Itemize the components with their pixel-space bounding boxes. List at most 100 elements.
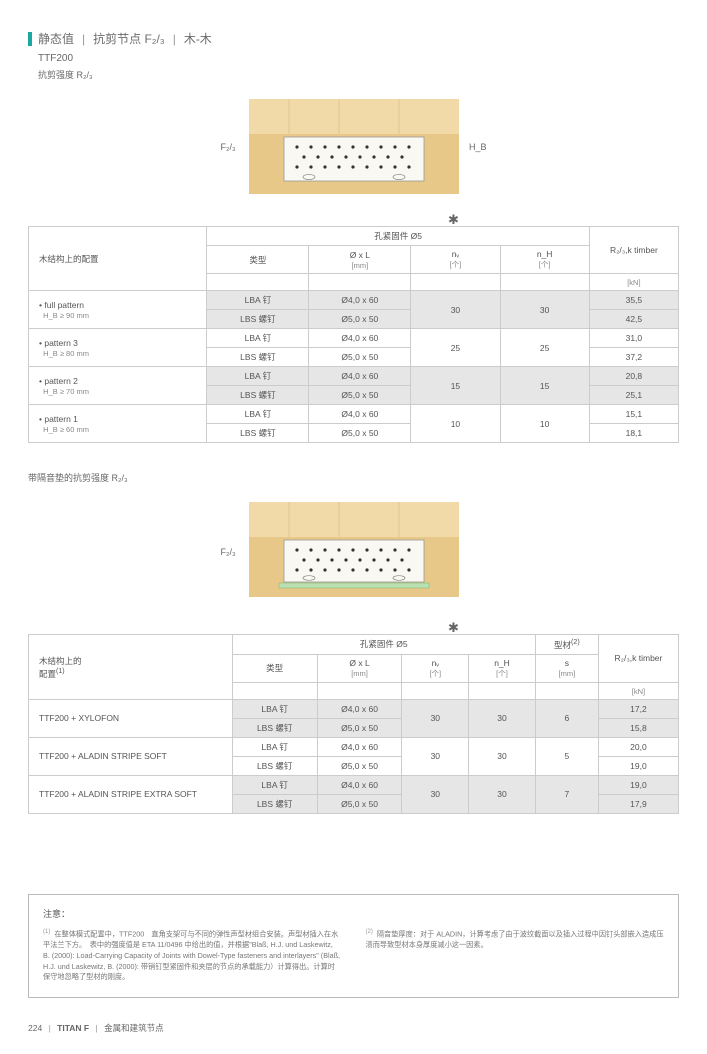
title-sep: | <box>82 32 85 46</box>
t2-config: TTF200 + ALADIN STRIPE EXTRA SOFT <box>29 775 233 813</box>
notes-box: 注意： (1)在整体模式配置中，TTF200 直角支架可与不同的弹性声型材组合安… <box>28 894 679 998</box>
t1-head-dims-u: [mm] <box>352 261 369 270</box>
t2-head-group: 孔紧固件 Ø5 <box>232 635 535 655</box>
t1-nv: 25 <box>411 329 500 367</box>
t2-r: 20,0 <box>598 737 678 756</box>
t2-dims2: Ø5,0 x 50 <box>317 718 402 737</box>
t2-head-dims: Ø x L <box>349 658 369 668</box>
t2-type: LBA 钉 <box>232 775 317 794</box>
t1-nv: 30 <box>411 291 500 329</box>
t2-s: 6 <box>535 699 598 737</box>
t1-config: • pattern 3 H_B ≥ 80 mm <box>29 329 207 367</box>
t1-dims2: Ø5,0 x 50 <box>309 310 411 329</box>
t2-head-nv: nᵥ <box>432 658 439 668</box>
t1-dims: Ø4,0 x 60 <box>309 291 411 310</box>
t2-config: TTF200 + XYLOFON <box>29 699 233 737</box>
t1-nh: 10 <box>500 405 589 443</box>
t2-dims2: Ø5,0 x 50 <box>317 756 402 775</box>
t2-nh: 30 <box>469 699 536 737</box>
t1-head-dims: Ø x L <box>350 250 370 260</box>
notes-title: 注意： <box>43 907 664 920</box>
section2-title: 带隔音垫的抗剪强度 R₂/₃ <box>28 471 679 484</box>
page-footer: 224 | TITAN F | 金属和建筑节点 <box>28 1022 679 1034</box>
t1-head-r-u: [kN] <box>627 278 640 287</box>
note-1: (1)在整体模式配置中，TTF200 直角支架可与不同的弹性声型材组合安装。声型… <box>43 928 342 983</box>
t1-r2: 37,2 <box>589 348 678 367</box>
t2-type2: LBS 螺钉 <box>232 756 317 775</box>
model-line: TTF200 <box>38 53 679 64</box>
t1-head-r: R₂/₃,k timber <box>589 227 678 274</box>
t1-r2: 25,1 <box>589 386 678 405</box>
diagram-1-svg <box>249 99 459 194</box>
t1-type: LBA 钉 <box>207 329 309 348</box>
footer-page: 224 <box>28 1023 42 1033</box>
title-part-1: 静态值 <box>38 30 74 47</box>
title-sep2: | <box>173 32 176 46</box>
t2-s: 7 <box>535 775 598 813</box>
t1-nh: 15 <box>500 367 589 405</box>
t2-head-type: 类型 <box>232 654 317 682</box>
t2-head-nh: n_H <box>494 658 510 668</box>
t1-type2: LBS 螺钉 <box>207 386 309 405</box>
t1-r: 35,5 <box>589 291 678 310</box>
t2-r: 19,0 <box>598 775 678 794</box>
t1-type: LBA 钉 <box>207 367 309 386</box>
t2-type: LBA 钉 <box>232 737 317 756</box>
t1-r: 31,0 <box>589 329 678 348</box>
t2-dims: Ø4,0 x 60 <box>317 737 402 756</box>
t1-dims2: Ø5,0 x 50 <box>309 424 411 443</box>
t1-dims: Ø4,0 x 60 <box>309 367 411 386</box>
t1-nv: 10 <box>411 405 500 443</box>
t1-type2: LBS 螺钉 <box>207 310 309 329</box>
t1-type2: LBS 螺钉 <box>207 424 309 443</box>
diagram-2: F₂/₃ <box>28 502 679 602</box>
t2-config: TTF200 + ALADIN STRIPE SOFT <box>29 737 233 775</box>
section-title: 静态值 | 抗剪节点 F₂/₃ | 木-木 <box>28 30 679 47</box>
subtitle-line: 抗剪强度 R₂/₃ <box>38 68 679 81</box>
t1-head-group: 孔紧固件 Ø5 <box>207 227 589 246</box>
t2-s: 5 <box>535 737 598 775</box>
t2-head-config: 木结构上的配置(1) <box>29 635 233 700</box>
t2-type: LBA 钉 <box>232 699 317 718</box>
diag1-left-label: F₂/₃ <box>221 142 236 152</box>
t2-dims: Ø4,0 x 60 <box>317 775 402 794</box>
t1-config: • pattern 1 H_B ≥ 60 mm <box>29 405 207 443</box>
t1-nh: 25 <box>500 329 589 367</box>
t2-r2: 19,0 <box>598 756 678 775</box>
t1-nh: 30 <box>500 291 589 329</box>
t2-type2: LBS 螺钉 <box>232 718 317 737</box>
t1-dims: Ø4,0 x 60 <box>309 329 411 348</box>
table-1: 木结构上的配置 孔紧固件 Ø5 R₂/₃,k timber 类型 Ø x L[m… <box>28 226 679 443</box>
t2-type2: LBS 螺钉 <box>232 794 317 813</box>
t1-head-nv: nᵥ <box>452 249 459 259</box>
title-part-3: 木-木 <box>184 30 212 47</box>
title-part-2: 抗剪节点 F₂/₃ <box>93 30 165 47</box>
t2-head-r: R₂/₃,k timber <box>598 635 678 683</box>
t2-r2: 17,9 <box>598 794 678 813</box>
t1-head-config: 木结构上的配置 <box>29 227 207 291</box>
t2-nv: 30 <box>402 775 469 813</box>
t1-head-nh: n_H <box>537 249 553 259</box>
diag2-left-label: F₂/₃ <box>221 547 236 557</box>
note-2: (2)隔音垫厚度：对于 ALADIN，计算考虑了由于波纹截面以及插入过程中因钉头… <box>366 928 665 983</box>
t1-type: LBA 钉 <box>207 405 309 424</box>
t2-dims2: Ø5,0 x 50 <box>317 794 402 813</box>
table-2: 木结构上的配置(1) 孔紧固件 Ø5 型材(2) R₂/₃,k timber 类… <box>28 634 679 814</box>
t1-head-nh-u: [个] <box>539 260 551 269</box>
teal-accent <box>28 32 32 46</box>
t2-dims: Ø4,0 x 60 <box>317 699 402 718</box>
t2-r2: 15,8 <box>598 718 678 737</box>
t1-head-nv-u: [个] <box>450 260 462 269</box>
t2-nv: 30 <box>402 737 469 775</box>
t2-head-profile: 型材(2) <box>535 635 598 655</box>
t2-head-s: s <box>565 658 569 668</box>
t1-head-type: 类型 <box>207 246 309 274</box>
footer-section: 金属和建筑节点 <box>104 1023 164 1033</box>
t1-config: • full pattern H_B ≥ 90 mm <box>29 291 207 329</box>
t2-nh: 30 <box>469 737 536 775</box>
t1-r: 20,8 <box>589 367 678 386</box>
t2-r: 17,2 <box>598 699 678 718</box>
diagram-2-svg <box>249 502 459 602</box>
diagram-1: F₂/₃ H_B <box>28 99 679 194</box>
t1-r2: 42,5 <box>589 310 678 329</box>
